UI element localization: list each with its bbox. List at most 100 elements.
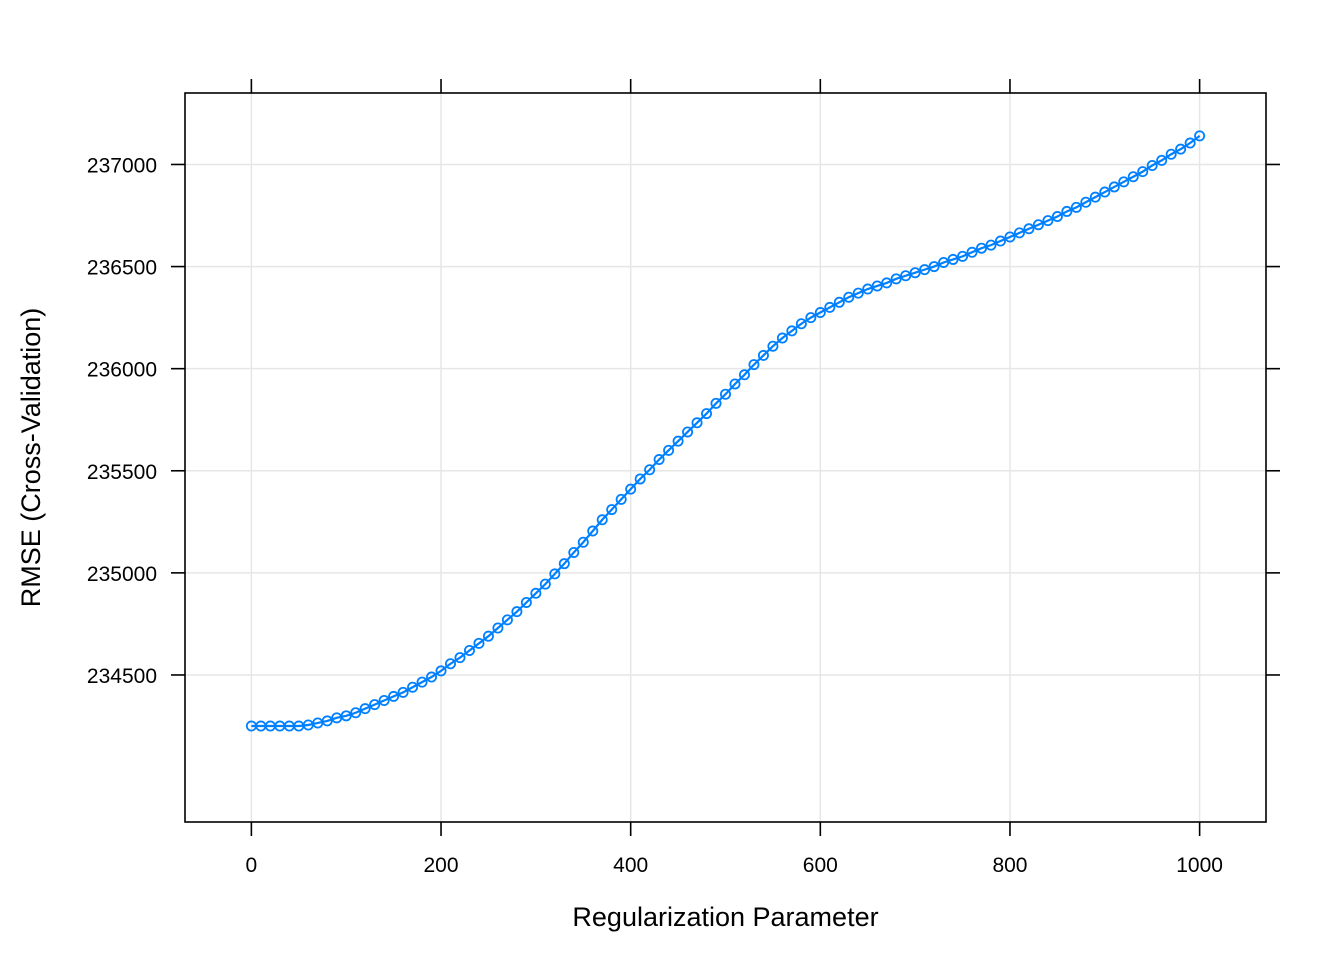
data-point (539, 578, 551, 590)
data-point (416, 676, 428, 688)
data-point (350, 707, 362, 719)
data-point (824, 301, 836, 313)
series-layer (245, 130, 1206, 732)
data-point (881, 277, 893, 289)
x-tick-label: 0 (246, 854, 258, 877)
data-point (625, 483, 637, 495)
data-point (1070, 201, 1082, 213)
data-point (1156, 154, 1168, 166)
data-point (682, 426, 694, 438)
data-point (549, 568, 561, 580)
plot-frame (184, 92, 1267, 823)
data-point (1004, 231, 1016, 243)
data-point (919, 264, 931, 276)
data-point (795, 318, 807, 330)
data-point (606, 504, 618, 516)
data-point (871, 280, 883, 292)
data-point (587, 525, 599, 537)
data-point (994, 235, 1006, 247)
data-point (814, 307, 826, 319)
data-point (1137, 166, 1149, 178)
y-tick-label: 236000 (87, 359, 157, 382)
data-point (710, 397, 722, 409)
data-point (369, 699, 381, 711)
data-point (501, 614, 513, 626)
data-point (1146, 159, 1158, 171)
data-point (1061, 205, 1073, 217)
x-tick-label: 600 (803, 854, 838, 877)
data-point (1118, 176, 1130, 188)
data-point (947, 253, 959, 265)
data-point (1080, 196, 1092, 208)
data-point (928, 261, 940, 273)
data-point (388, 690, 400, 702)
data-point (435, 665, 447, 677)
data-point (407, 681, 419, 693)
data-point (1013, 227, 1025, 239)
data-point (615, 493, 627, 505)
y-axis-title: RMSE (Cross-Validation) (16, 308, 46, 608)
y-tick-label: 237000 (87, 154, 157, 177)
data-point (492, 622, 504, 634)
x-tick-label: 400 (613, 854, 648, 877)
data-point (463, 644, 475, 656)
data-point (321, 715, 333, 727)
data-point (426, 671, 438, 683)
axis-ticks: 0 200 400 600 800 1000 234500 235000 235500 23600… (87, 79, 1280, 877)
data-point (909, 267, 921, 279)
data-point (1023, 223, 1035, 235)
data-point (568, 546, 580, 558)
data-point (1127, 171, 1139, 183)
data-point (938, 256, 950, 268)
data-point (757, 349, 769, 361)
data-point (966, 246, 978, 258)
data-point (596, 514, 608, 526)
data-point (738, 369, 750, 381)
data-point (1051, 211, 1063, 223)
gridlines (185, 93, 1266, 822)
series-line (251, 135, 1201, 728)
data-point (805, 312, 817, 324)
data-point (482, 630, 494, 642)
data-point (1184, 137, 1196, 149)
data-point (454, 652, 466, 664)
data-point (852, 287, 864, 299)
data-point (445, 658, 457, 670)
data-point (359, 703, 371, 715)
data-point (644, 464, 656, 476)
x-tick-label: 200 (424, 854, 459, 877)
data-point (672, 435, 684, 447)
data-point (767, 340, 779, 352)
data-point (985, 239, 997, 251)
data-point (378, 695, 390, 707)
data-point (729, 378, 741, 390)
x-tick-label: 1000 (1176, 854, 1223, 877)
data-point (691, 417, 703, 429)
data-point (340, 710, 352, 722)
data-point (776, 332, 788, 344)
data-point (530, 587, 542, 599)
y-tick-label: 235000 (87, 563, 157, 586)
data-point (473, 637, 485, 649)
data-point (1108, 181, 1120, 193)
data-point (1175, 143, 1187, 155)
data-point (1032, 219, 1044, 231)
data-point (1165, 148, 1177, 160)
data-point (511, 606, 523, 618)
data-point (1099, 186, 1111, 198)
y-tick-label: 235500 (87, 461, 157, 484)
data-point (1194, 130, 1206, 142)
data-point (862, 283, 874, 295)
y-tick-label: 234500 (87, 665, 157, 688)
data-point (558, 558, 570, 570)
data-point (577, 536, 589, 548)
data-point (843, 291, 855, 303)
data-point (653, 454, 665, 466)
data-point (701, 408, 713, 420)
data-point (720, 388, 732, 400)
data-point (890, 273, 902, 285)
data-point (397, 686, 409, 698)
data-point (520, 596, 532, 608)
y-tick-label: 236500 (87, 257, 157, 280)
